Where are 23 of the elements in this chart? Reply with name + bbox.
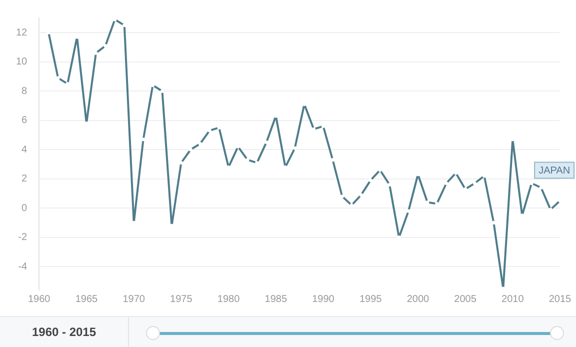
x-tick-label: 2005 — [454, 294, 477, 305]
y-tick-label: 10 — [16, 56, 28, 68]
y-tick-label: 4 — [22, 144, 28, 156]
y-tick-label: 0 — [22, 202, 28, 214]
series-label: JAPAN — [538, 165, 570, 176]
y-tick-label: 8 — [22, 86, 28, 97]
x-tick-label: 1995 — [359, 294, 382, 305]
y-tick-label: -4 — [18, 261, 28, 272]
x-tick-label: 2010 — [502, 294, 524, 305]
x-tick-label: 1990 — [312, 294, 335, 305]
y-tick-label: 12 — [16, 27, 28, 38]
y-tick-label: 2 — [22, 174, 28, 185]
x-tick-label: 2000 — [406, 294, 430, 305]
x-tick-label: 1970 — [122, 294, 146, 305]
text: 1960 - 2015 — [0, 317, 129, 347]
x-tick-label: 2015 — [548, 294, 572, 305]
y-tick-label: -2 — [18, 232, 28, 244]
x-tick-label: 1975 — [170, 294, 193, 305]
x-tick-label: 1960 — [28, 294, 51, 305]
x-tick-label: 1985 — [264, 294, 288, 305]
y-tick-label: 6 — [22, 115, 28, 126]
x-tick-label: 1965 — [75, 294, 98, 305]
x-tick-label: 1980 — [217, 294, 240, 305]
